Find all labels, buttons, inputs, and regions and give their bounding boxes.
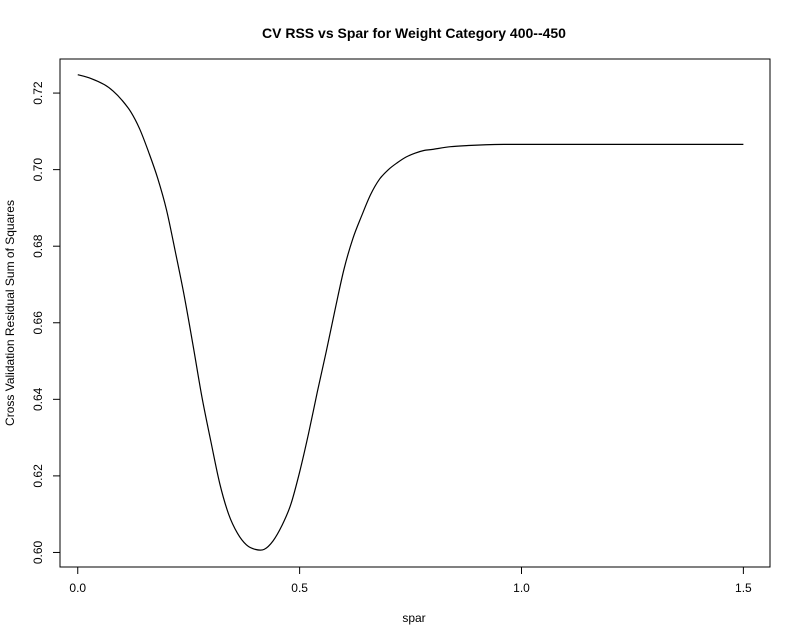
x-tick-label: 1.0: [513, 581, 530, 595]
x-axis: 0.0 0.5 1.0 1.5: [69, 566, 752, 595]
y-tick-label: 0.70: [31, 158, 45, 182]
y-tick-label: 0.60: [31, 540, 45, 564]
y-tick-label: 0.64: [31, 387, 45, 411]
y-axis: 0.60 0.62 0.64 0.66 0.68 0.70 0.72: [31, 81, 61, 564]
x-tick-label: 1.5: [735, 581, 752, 595]
cv-rss-line: [77, 74, 744, 551]
x-tick-label: 0.5: [291, 581, 308, 595]
y-tick-label: 0.68: [31, 234, 45, 258]
y-axis-label: Cross Validation Residual Sum of Squares: [3, 200, 17, 426]
y-tick-label: 0.72: [31, 81, 45, 105]
y-tick-label: 0.66: [31, 311, 45, 335]
chart-title: CV RSS vs Spar for Weight Category 400--…: [262, 25, 566, 41]
x-tick-label: 0.0: [69, 581, 86, 595]
plot-frame: [59, 58, 771, 568]
y-tick-label: 0.62: [31, 464, 45, 488]
x-axis-label: spar: [402, 611, 425, 625]
